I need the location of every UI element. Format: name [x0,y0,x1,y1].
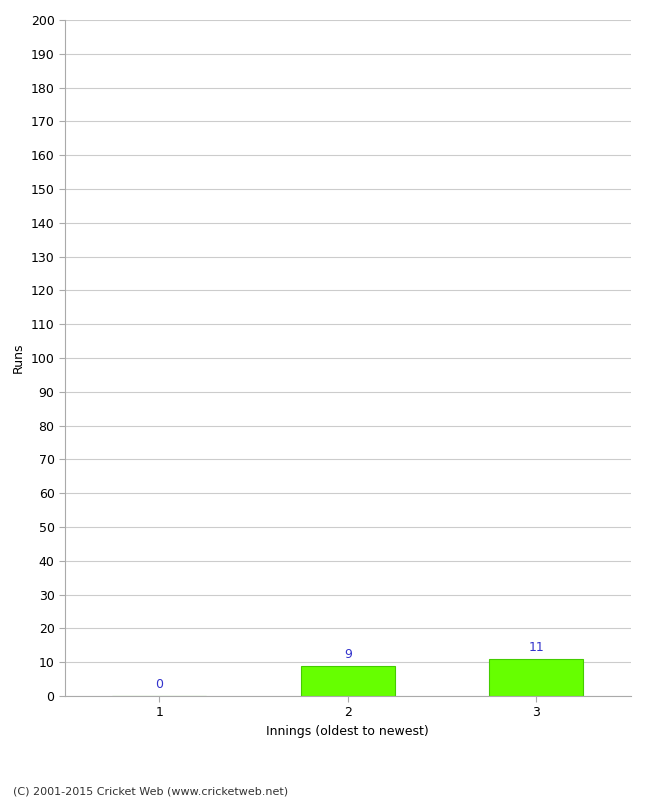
Bar [300,666,395,696]
Text: 9: 9 [344,647,352,661]
X-axis label: Innings (oldest to newest): Innings (oldest to newest) [266,725,429,738]
Text: 0: 0 [155,678,163,691]
Bar [489,659,584,696]
Text: 11: 11 [528,641,544,654]
Y-axis label: Runs: Runs [12,342,25,374]
Text: (C) 2001-2015 Cricket Web (www.cricketweb.net): (C) 2001-2015 Cricket Web (www.cricketwe… [13,786,288,796]
